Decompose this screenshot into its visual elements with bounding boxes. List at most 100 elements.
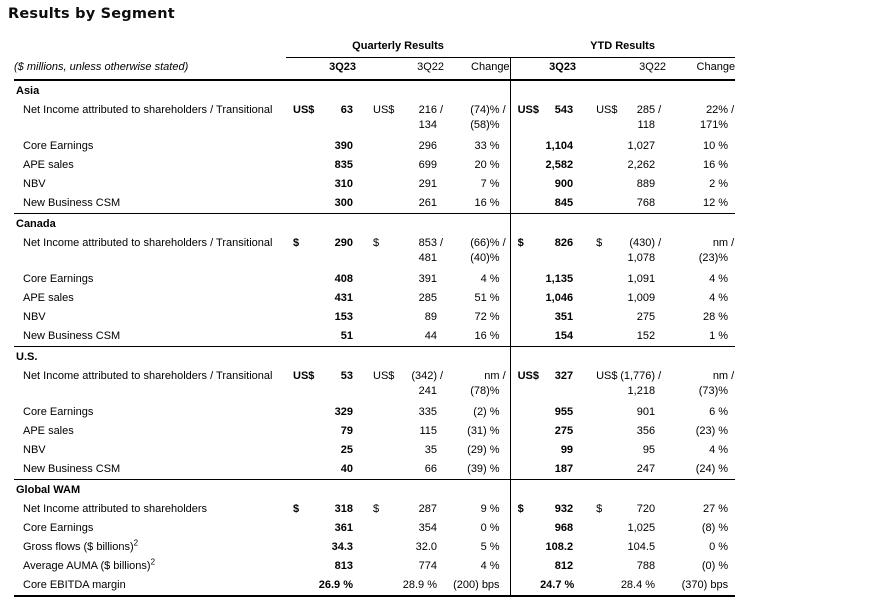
ytd-currency-3q22-cell [576,194,620,214]
ytd-value-3q22-cell: 95 [642,444,656,456]
q-currency-3q23-cell: $ [293,237,300,249]
q-currency-3q23-cell [286,538,316,557]
q-change-cell: 16 % [474,197,500,209]
metric-label-cell: Core Earnings [23,273,94,285]
q-currency-3q23-cell [286,576,316,597]
slash-separator: / [499,104,506,116]
q-change-cell: (29) % [467,444,500,456]
ytd-currency-3q22-cell: $ [596,237,603,249]
ytd-change-cell: 6 % [709,406,729,418]
ytd-currency-3q23-cell: $ [509,500,541,519]
metric-label-cell: New Business CSM [23,330,121,342]
metric-row: Net Income attributed to shareholders / … [14,101,735,137]
section-row: Asia [14,79,736,101]
ytd-currency-3q22-cell: US$ [596,370,618,382]
q-change-cell: 72 % [474,311,500,323]
slash-separator: / [655,104,662,116]
ytd-currency-3q22-cell [576,441,620,460]
slash-separator: / [728,104,735,116]
q-change-cell: 5 % [480,541,500,553]
metric-label-cell: New Business CSM [23,197,121,209]
metric-row: New Business CSM 40 66 (39) % 187 247 (24)… [14,460,735,480]
ytd-change-cell: 1 % [709,330,729,342]
q-currency-3q22-cell [356,289,400,308]
q-currency-3q23-cell [286,289,316,308]
ytd-currency-3q22-cell [576,289,620,308]
q-value-3q22-cell: 853 /481 [418,237,444,264]
ytd-change-cell: 28 % [703,311,729,323]
ytd-change-cell: (24) % [695,463,729,475]
ytd-change-cell: 4 % [709,292,729,304]
ytd-value-3q23-cell: 1,135 [545,273,574,285]
section-row: Global WAM [14,479,736,500]
q-change-cell: 4 % [480,273,500,285]
q-currency-3q23-cell [286,327,316,347]
slash-separator: / [499,370,506,382]
q-currency-3q22-cell [356,156,400,175]
ytd-currency-3q23-cell: $ [509,234,541,270]
ytd-value-3q22-cell: 152 [636,330,656,342]
q-value-3q22-cell: 115 [419,425,437,437]
ytd-change-cell: (0) % [701,560,729,572]
table-body: Asia Net Income attributed to shareholde… [14,79,736,597]
ytd-change-cell: nm / (73)% [698,370,735,397]
metric-label-cell: APE sales [23,425,74,437]
ytd-value-3q22-cell: 285 /118 [636,104,662,131]
ytd-change-cell: nm / (23)% [698,237,735,264]
q-value-3q23-cell: 53 [340,370,353,382]
q-currency-3q22-cell [356,557,400,576]
col-header-ytd-3q22: 3Q22 [576,57,667,81]
q-currency-3q23-cell [286,156,316,175]
q-value-3q22-cell: 261 [418,197,437,209]
q-currency-3q23-cell [286,308,316,327]
slash-separator: / [728,370,735,382]
q-currency-3q22-cell [356,194,400,214]
q-value-3q23-cell: 431 [334,292,353,304]
q-value-3q23-cell: 300 [334,197,353,209]
ytd-change-cell: 10 % [703,140,729,152]
metric-row: Net Income attributed to shareholders $31… [14,500,735,519]
section-row-spacer [509,479,736,500]
col-header-ytd-change: Change [666,57,736,81]
metric-row: NBV 153 89 72 % 351 275 28 % [14,308,735,327]
ytd-value-3q22-cell: 1,091 [627,273,656,285]
metric-label-cell: Net Income attributed to shareholders [23,503,208,515]
q-currency-3q22-cell [356,460,400,480]
ytd-change-cell: 27 % [703,503,729,515]
col-header-q-3q23: 3Q23 [286,57,356,81]
q-currency-3q23-cell [286,519,316,538]
q-change-cell: 16 % [474,330,500,342]
q-currency-3q22-cell [356,327,400,347]
ytd-change-cell: (370) bps [666,576,736,597]
group-header-spacer [14,37,286,58]
q-currency-3q23-cell [286,175,316,194]
q-value-3q22-cell: 291 [418,178,437,190]
metric-label-cell: Average AUMA ($ billions)2 [23,557,156,572]
ytd-value-3q23-cell: 327 [554,370,574,382]
ytd-change-cell: (8) % [701,522,729,534]
q-value-3q23-cell: 390 [334,140,353,152]
section-row-spacer [509,213,736,234]
ytd-currency-3q23-cell: US$ [509,367,541,403]
q-currency-3q23-cell [286,441,316,460]
q-currency-3q23-cell [286,557,316,576]
ytd-value-3q22-cell: 104.5 [627,541,656,553]
ytd-change-cell: 12 % [703,197,729,209]
ytd-value-3q22-cell: 768 [636,197,656,209]
ytd-currency-3q23-cell [509,519,541,538]
metric-row: Average AUMA ($ billions)2 813 774 4 % 81… [14,557,735,576]
q-change-cell: 33 % [474,140,500,152]
ytd-currency-3q22-cell [576,557,620,576]
slash-separator: / [437,237,444,249]
slash-separator: / [728,237,735,249]
metric-label-cell: APE sales [23,159,74,171]
slash-separator: / [437,104,444,116]
q-value-3q23-cell: 26.9 % [316,576,356,597]
q-value-3q22-cell: 285 [418,292,437,304]
q-value-3q22-cell: 354 [418,522,437,534]
ytd-currency-3q22-cell: US$ [596,104,618,116]
ytd-currency-3q23-cell [509,576,541,597]
q-value-3q23-cell: 51 [340,330,353,342]
ytd-value-3q22-cell: 1,027 [627,140,656,152]
slash-separator: / [437,370,444,382]
